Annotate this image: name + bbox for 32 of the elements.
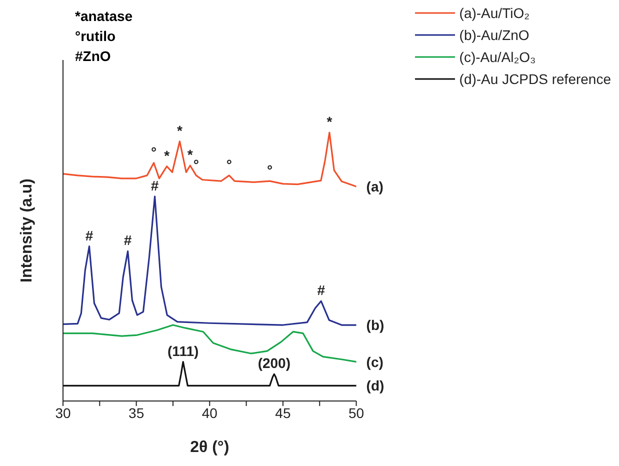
legend-label: (a)-Au/TiO₂ [459, 5, 530, 21]
annotation: ° [150, 144, 157, 160]
text: °rutilo [75, 27, 117, 46]
annotation: * [187, 146, 194, 163]
annotation: (d) [366, 378, 384, 394]
annotation: (200) [258, 355, 291, 372]
y-axis-title: Intensity (a.u) [18, 178, 36, 283]
annotation: * [164, 147, 170, 164]
legend-label: (b)-Au/ZnO [459, 27, 530, 43]
annotation: # [317, 282, 326, 298]
x-tick-label: 35 [128, 404, 144, 421]
x-tick-label: 40 [202, 404, 218, 421]
annotation: ° [266, 162, 273, 178]
legend-label: (d)-Au JCPDS reference [459, 71, 611, 87]
legend-label: (c)-Au/Al₂O₃ [459, 49, 536, 65]
x-tick-label: 30 [55, 404, 71, 421]
x-axis-title: 2θ (°) [190, 439, 230, 456]
annotation: * [326, 113, 333, 130]
annotation: ° [193, 156, 199, 172]
annotation: (b) [366, 316, 384, 333]
text: *anatase [75, 7, 133, 26]
annotation: (111) [168, 342, 199, 359]
text: #ZnO [75, 47, 112, 66]
annotation: * [177, 122, 183, 138]
annotation: # [150, 177, 159, 194]
annotation: (c) [366, 354, 384, 370]
annotation: # [85, 227, 94, 244]
annotation: (a) [366, 178, 384, 194]
annotation: ° [226, 156, 232, 172]
x-tick-label: 50 [348, 404, 364, 421]
x-tick-label: 45 [275, 404, 291, 421]
annotation: # [124, 232, 132, 248]
